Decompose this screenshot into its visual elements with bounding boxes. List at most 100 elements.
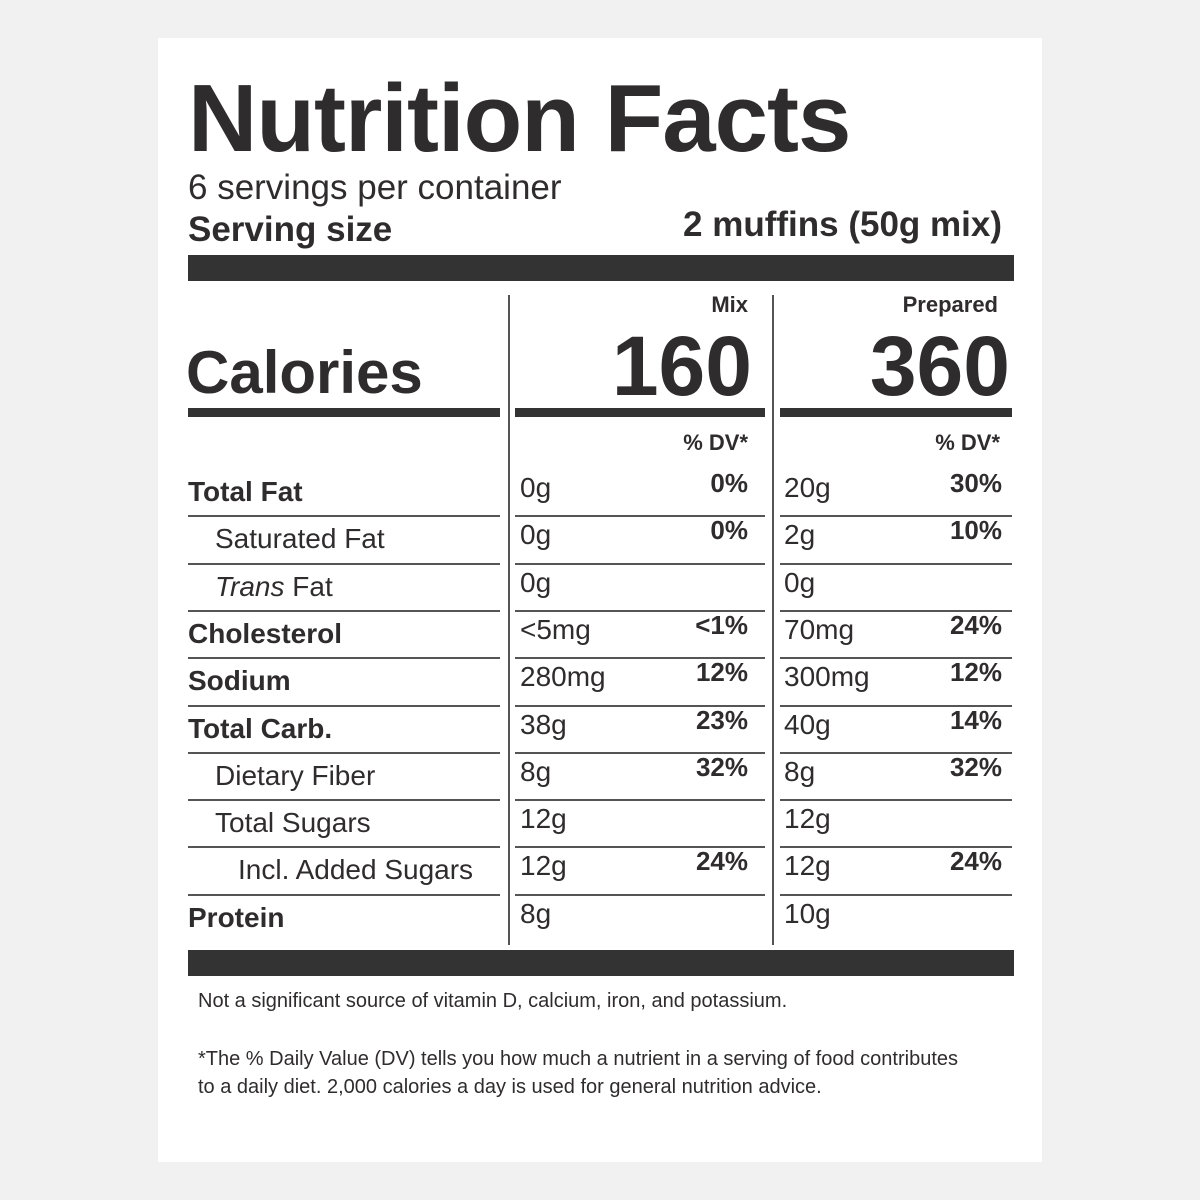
row-line [188,515,500,518]
note: Not a significant source of vitamin D, c… [198,990,788,1012]
amount: 8g [784,755,816,787]
row-line [515,657,765,660]
name-part: Fat [292,570,333,602]
name-part: Total Sugars [215,807,371,839]
title: Nutrition Facts [188,65,851,172]
row-line [780,704,1012,707]
amount: 12g [784,850,831,882]
daily-value: 23% [695,704,748,735]
nutrient-name: Sodium [188,665,291,697]
nutrient-name: Total Sugars [215,807,371,839]
column-divider [772,295,774,945]
name-part: Total Fat [188,476,303,507]
amount: 0g [520,566,552,598]
daily-value: 32% [695,751,748,782]
row-line [515,562,765,565]
row-line [188,799,500,802]
nutrient-name: Saturated Fat [215,523,385,555]
medium-bar [780,408,1012,417]
calories-label: Calories [186,339,423,406]
amount: 20g [784,472,831,503]
amount: 70mg [784,613,855,645]
row-line [515,846,765,849]
daily-value: 24% [949,846,1002,877]
nutrient-name: Dietary Fiber [215,760,375,792]
amount: 38g [520,708,567,740]
dv-header: % DV* [683,430,748,455]
column-divider [508,295,510,945]
amount: 0g [520,472,552,503]
row-line [515,704,765,707]
row-line [188,657,500,660]
row-line [515,515,765,518]
daily-value: 30% [949,468,1002,498]
name-part: Dietary Fiber [215,759,376,791]
amount: 10g [784,897,831,929]
name-part: Protein [188,901,285,933]
row-line [780,515,1012,518]
calories-value: 360 [869,319,1010,413]
row-line [188,846,500,849]
row-line [515,799,765,802]
name-italic-part: Trans [215,570,285,602]
row-line [515,609,765,612]
row-line [780,562,1012,565]
daily-value: 0% [710,515,748,546]
nutrient-name: Trans Fat [215,571,333,603]
row-line [780,609,1012,612]
amount: 40g [784,708,831,740]
amount: 280mg [520,661,606,693]
row-line [188,562,500,565]
daily-value: 14% [949,704,1002,735]
name-part: Cholesterol [188,617,343,649]
name-part: Saturated Fat [215,523,385,555]
row-line [188,893,500,896]
nutrient-name: Total Fat [188,476,303,508]
nutrient-name: Cholesterol [188,618,342,650]
amount: 12g [520,803,567,835]
amount: 2g [784,519,816,551]
amount: 300mg [784,661,870,693]
amount: 12g [520,850,567,882]
row-line [780,799,1012,802]
row-line [188,751,500,754]
footnote: *The % Daily Value (DV) tells you how mu… [198,1048,958,1098]
row-line [780,846,1012,849]
daily-value: <1% [695,609,748,640]
amount: 12g [784,803,831,835]
row-line [780,657,1012,660]
nutrient-name: Total Carb. [188,713,332,745]
row-line [780,893,1012,896]
amount: 0g [520,519,552,551]
medium-bar [515,408,765,417]
amount: 8g [520,755,552,787]
dv-header: % DV* [935,430,1000,455]
nutrient-name: Incl. Added Sugars [238,854,473,886]
thick-bar [188,950,1014,976]
servings: 6 servings per container [188,168,562,207]
serving-size-label: Serving size [188,210,393,249]
name-part: Total Carb. [188,712,333,744]
amount: 0g [784,566,816,598]
serving-size-value: 2 muffins (50g mix) [683,205,1002,244]
row-line [188,704,500,707]
row-line [188,609,500,612]
daily-value: 0% [710,468,748,498]
column-header: Prepared [902,292,998,317]
daily-value: 12% [949,657,1002,688]
name-part: Incl. Added Sugars [238,854,474,886]
name-part: Sodium [188,665,291,697]
row-line [515,751,765,754]
daily-value: 24% [949,609,1002,640]
row-line [515,893,765,896]
daily-value: 10% [949,515,1002,546]
daily-value: 12% [695,657,748,688]
amount: <5mg [520,613,591,645]
daily-value: 32% [949,751,1002,782]
amount: 8g [520,897,552,929]
medium-bar [188,408,500,417]
thick-bar [188,255,1014,281]
row-line [780,751,1012,754]
column-header: Mix [711,292,748,317]
